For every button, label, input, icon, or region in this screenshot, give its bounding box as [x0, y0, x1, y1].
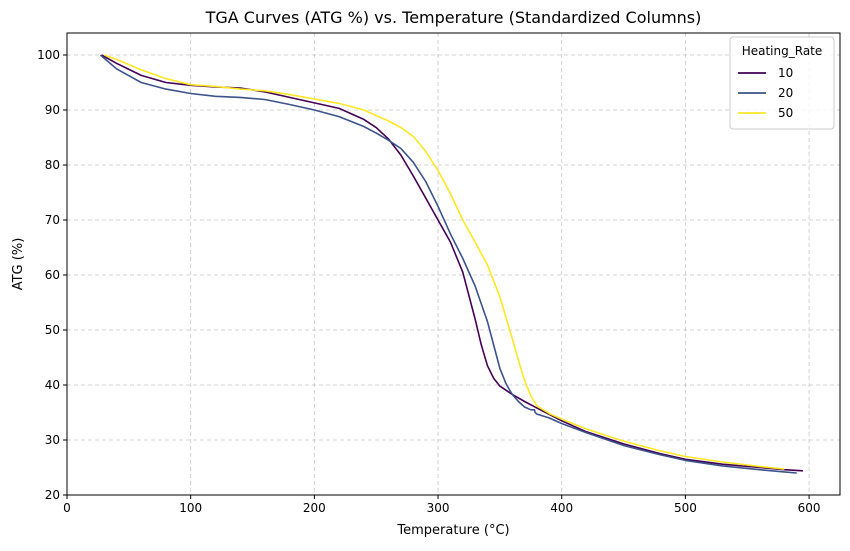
plot-frame	[66, 32, 841, 496]
legend-label-20: 20	[778, 86, 793, 100]
x-tick-label: 0	[63, 501, 71, 515]
chart-title: TGA Curves (ATG %) vs. Temperature (Stan…	[205, 8, 702, 27]
legend: Heating_Rate 10 20 50	[729, 36, 835, 130]
y-tick-label: 100	[37, 48, 60, 62]
series-line-10	[101, 54, 803, 472]
y-tick-label: 60	[45, 268, 60, 282]
series-line-50	[103, 54, 785, 470]
x-tick-label: 500	[674, 501, 697, 515]
x-tick-label: 600	[798, 501, 821, 515]
y-tick-label: 70	[45, 213, 60, 227]
series-line-20	[99, 54, 797, 474]
y-tick-label: 50	[45, 323, 60, 337]
y-tick-label: 30	[45, 433, 60, 447]
legend-label-50: 50	[778, 106, 793, 120]
x-tick-label: 400	[550, 501, 573, 515]
y-tick-label: 40	[45, 378, 60, 392]
legend-box	[729, 36, 835, 130]
legend-title: Heating_Rate	[742, 44, 823, 58]
x-tick-label: 100	[179, 501, 202, 515]
x-tick-label: 300	[427, 501, 450, 515]
y-axis-label: ATG (%)	[11, 238, 26, 291]
y-tick-label: 90	[45, 103, 60, 117]
axes-layer: 0 100 200 300 400 500 600 20 30 40 50 60 70 80 90 100	[37, 48, 820, 515]
x-tick-label: 200	[303, 501, 326, 515]
y-tick-label: 20	[45, 488, 60, 502]
legend-label-10: 10	[778, 66, 793, 80]
y-tick-label: 80	[45, 158, 60, 172]
x-axis-label: Temperature (°C)	[396, 523, 509, 538]
series-layer	[99, 54, 803, 474]
grid-layer	[66, 33, 840, 496]
